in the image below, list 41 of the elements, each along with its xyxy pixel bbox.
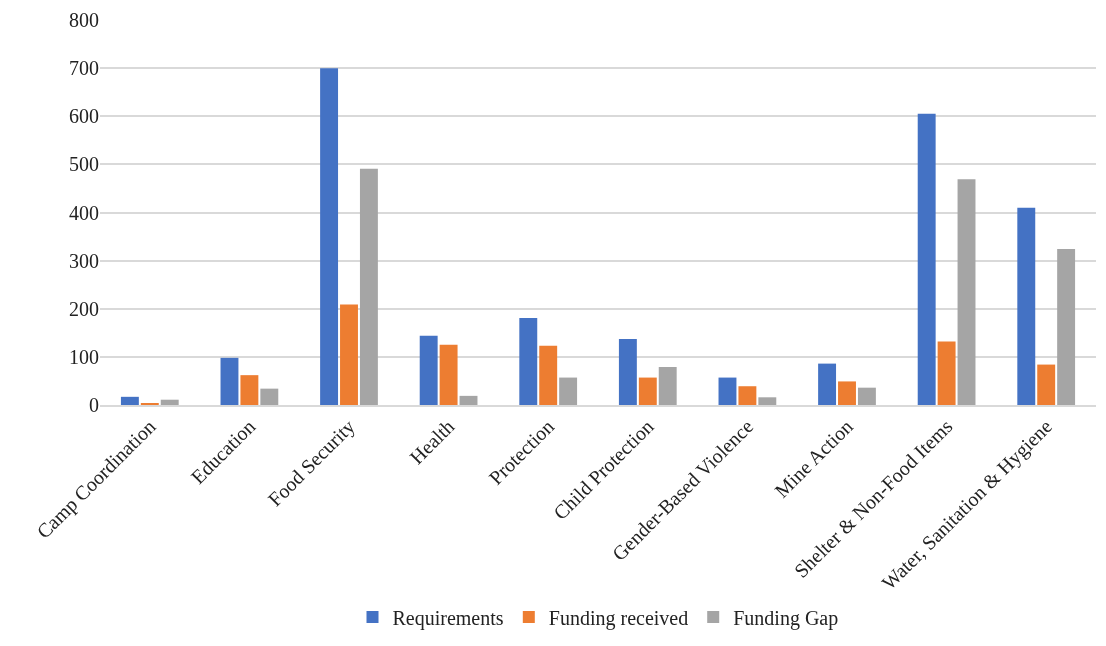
bar	[618, 339, 637, 405]
bar	[160, 399, 179, 405]
bar	[419, 335, 438, 405]
bar	[758, 397, 777, 405]
y-tick-label: 500	[69, 153, 99, 176]
y-tick-label: 400	[69, 201, 99, 224]
y-tick-label: 600	[69, 105, 99, 128]
bar	[220, 357, 239, 405]
bar	[559, 377, 578, 405]
legend-label: Funding Gap	[733, 606, 839, 630]
bar	[359, 168, 378, 405]
y-tick-label: 100	[69, 345, 99, 368]
bar	[439, 344, 458, 405]
legend-label: Funding received	[548, 606, 689, 630]
bar	[1017, 207, 1036, 405]
legend-label: Requirements	[392, 606, 504, 630]
bar	[260, 388, 279, 405]
bar	[539, 345, 558, 405]
bar	[658, 366, 677, 405]
y-tick-label: 800	[69, 9, 99, 31]
bar	[1057, 249, 1076, 405]
bar	[1037, 364, 1056, 405]
bar	[857, 387, 876, 405]
bar	[340, 304, 358, 405]
bar	[838, 381, 856, 405]
y-tick-label: 200	[69, 297, 99, 320]
bar	[459, 395, 478, 405]
bar	[738, 386, 757, 405]
bar	[320, 68, 339, 405]
y-tick-label: 300	[69, 249, 99, 272]
bar	[638, 377, 657, 405]
bar	[957, 179, 976, 405]
bar	[818, 363, 837, 405]
bar	[718, 377, 737, 405]
bar	[240, 375, 259, 405]
bar	[917, 113, 936, 405]
y-tick-label: 700	[69, 57, 99, 80]
bar	[937, 341, 956, 405]
y-tick-label: 0	[89, 394, 99, 416]
bar	[120, 396, 139, 405]
bar	[519, 317, 538, 405]
